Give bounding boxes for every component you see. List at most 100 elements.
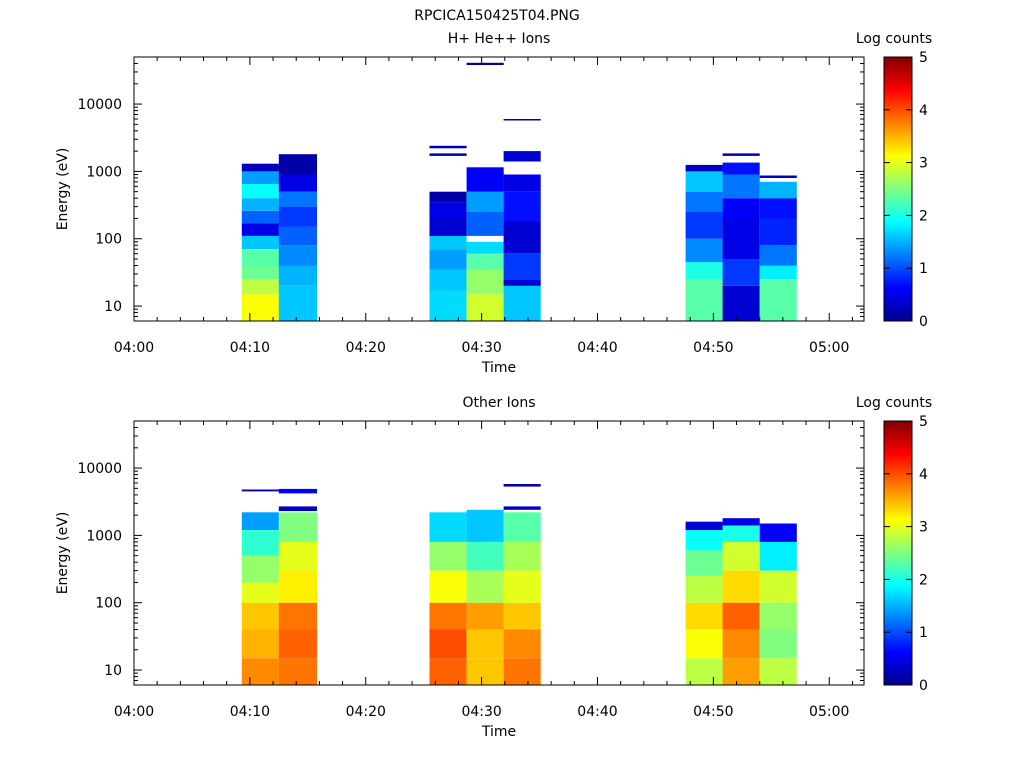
spectrogram-cell [503,279,541,286]
spectrogram-cell [685,629,723,659]
spectrogram-cell [241,294,279,321]
spectrogram-cell [278,488,317,494]
spectrogram-cell [503,506,541,510]
spectrogram-cell [759,541,797,571]
panels: 04:00 04:10 04:20 04:30 04:40 04:50 05:0010100… [55,31,932,740]
spectrogram-cell [722,629,760,659]
spectrogram-cell [241,555,279,583]
colorbar-label: Log counts [856,395,932,411]
x-tick-label: 04:40 [577,340,617,356]
spectrogram-cell [722,162,760,175]
x-tick-label: 04:30 [461,340,501,356]
spectrogram-cell [722,541,760,571]
spectrogram-cell [466,658,504,685]
x-tick-label: 04:10 [230,340,270,356]
y-tick-label: 100 [95,232,122,248]
spectrogram-cell [466,253,504,270]
spectrogram-cell [722,259,760,286]
spectrogram-cell [278,154,317,175]
spectrogram-cell [759,658,797,685]
y-tick-label: 10000 [77,461,122,477]
spectrogram-cell [503,512,541,542]
spectrogram-cell [429,218,467,236]
figure-title: RPCICA150425T04.PNG [414,8,579,24]
x-tick-label: 05:00 [809,340,849,356]
spectrogram-cell [241,489,279,492]
spectrogram-cell [429,235,467,250]
spectrogram-cell [429,249,467,270]
spectrogram-cell [429,191,467,203]
y-tick-label: 1000 [86,164,122,180]
spectrogram-cell [759,629,797,659]
spectrogram-cell [278,245,317,266]
spectrogram-cell [685,262,723,280]
spectrogram-cell [685,164,723,172]
x-axis-label: Time [481,360,516,376]
spectrogram-cells [241,484,797,685]
spectrogram-cell [241,629,279,659]
spectrogram-cell [466,211,504,236]
spectrogram-cell [278,602,317,630]
spectrogram-cell [429,202,467,219]
spectrogram-cell [722,658,760,685]
colorbar-tick-label: 2 [919,572,928,588]
spectrogram-cell [429,629,467,659]
x-tick-label: 04:00 [114,340,154,356]
x-axis-label: Time [481,724,516,740]
colorbar-tick-label: 3 [919,520,928,536]
spectrogram-cell [429,570,467,603]
x-tick-label: 04:50 [693,340,733,356]
spectrogram-cell [685,279,723,321]
spectrogram-cell [466,191,504,212]
x-tick-label: 04:10 [230,704,270,720]
plot-frame [133,56,865,322]
spectrogram-cell [278,191,317,207]
y-tick-label: 10000 [77,97,122,113]
spectrogram-cell [503,221,541,254]
spectrogram-cell [503,541,541,571]
y-tick-label: 10 [104,663,122,679]
spectrogram-cell [685,602,723,630]
spectrogram-cell [759,523,797,542]
spectrogram-cell [759,265,797,280]
spectrogram-cell [278,206,317,227]
spectrogram-cell [685,171,723,192]
colorbar-tick-label: 1 [919,261,928,277]
spectrogram-cell [685,521,723,531]
spectrogram-cell [241,198,279,211]
spectrogram-cell [429,153,467,156]
spectrogram-cell [503,119,541,121]
spectrogram-cell [722,518,760,526]
spectrogram-cell [759,279,797,321]
spectrogram-cell [278,285,317,321]
spectrogram-cell [722,570,760,603]
spectrogram-cell [241,530,279,556]
colorbar [883,56,913,322]
spectrogram-cell [466,541,504,571]
spectrogram-cell [503,602,541,630]
spectrogram-cell [466,602,504,630]
spectrogram-cell [466,509,504,542]
spectrogram-cell [759,175,797,178]
spectrogram-cell [503,285,541,321]
x-tick-label: 04:20 [346,340,386,356]
spectrogram-cell [429,658,467,685]
x-tick-label: 04:50 [693,704,733,720]
colorbar-tick-label: 0 [919,314,928,330]
spectrogram-cell [278,658,317,685]
spectrogram-cell [503,658,541,685]
colorbar-label: Log counts [856,31,932,47]
spectrogram-cell [241,658,279,685]
spectrogram-cell [503,191,541,222]
colorbar-tick-label: 1 [919,625,928,641]
spectrogram-cell [722,174,760,199]
x-tick-label: 04:30 [461,704,501,720]
spectrogram-cell [241,512,279,530]
y-axis-label: Energy (eV) [55,148,71,231]
x-tick-label: 04:40 [577,704,617,720]
spectrogram-cell [278,226,317,246]
colorbar [883,420,913,686]
spectrogram-cell [466,294,504,321]
y-tick-label: 10 [104,299,122,315]
spectrogram-cell [429,290,467,321]
